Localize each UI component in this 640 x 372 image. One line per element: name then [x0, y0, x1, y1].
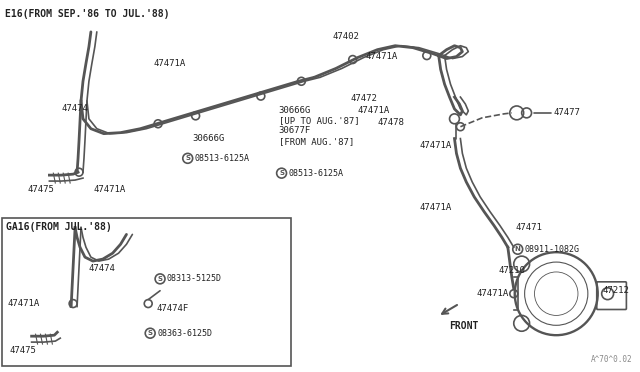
- Text: 47474F: 47474F: [156, 304, 188, 313]
- Text: 47471A: 47471A: [420, 141, 452, 150]
- Text: 47472: 47472: [351, 94, 378, 103]
- Text: 47471A: 47471A: [153, 59, 186, 68]
- Text: 08313-5125D: 08313-5125D: [167, 275, 222, 283]
- Text: FRONT: FRONT: [449, 321, 479, 331]
- Text: S: S: [148, 330, 153, 336]
- Text: 47474: 47474: [89, 264, 116, 273]
- Text: 47471A: 47471A: [476, 289, 508, 298]
- Text: A^70^0.02: A^70^0.02: [591, 355, 632, 365]
- Text: 47471: 47471: [516, 223, 543, 232]
- Text: 47478: 47478: [378, 118, 404, 127]
- Text: 47471A: 47471A: [365, 52, 398, 61]
- Text: 47402: 47402: [333, 32, 360, 41]
- Text: 08513-6125A: 08513-6125A: [195, 154, 250, 163]
- Text: S: S: [185, 155, 190, 161]
- Text: 47210: 47210: [499, 266, 526, 276]
- Text: N: N: [515, 246, 521, 252]
- Text: 30666G
[UP TO AUG.'87]
30677F
[FROM AUG.'87]: 30666G [UP TO AUG.'87] 30677F [FROM AUG.…: [278, 106, 359, 146]
- Text: 47471A: 47471A: [358, 106, 390, 115]
- Text: 47475: 47475: [28, 186, 54, 195]
- Text: 47471A: 47471A: [94, 186, 126, 195]
- Text: S: S: [279, 170, 284, 176]
- Text: 08911-1082G: 08911-1082G: [525, 245, 580, 254]
- Text: 08363-6125D: 08363-6125D: [157, 329, 212, 338]
- Text: 47212: 47212: [603, 286, 630, 295]
- Text: 30666G: 30666G: [193, 134, 225, 143]
- Text: 47475: 47475: [10, 346, 36, 355]
- Text: 47471A: 47471A: [8, 299, 40, 308]
- Text: E16(FROM SEP.'86 TO JUL.'88): E16(FROM SEP.'86 TO JUL.'88): [5, 9, 170, 19]
- Text: 47471A: 47471A: [420, 203, 452, 212]
- Text: 47474: 47474: [61, 105, 88, 113]
- Text: 08513-6125A: 08513-6125A: [289, 169, 344, 178]
- Text: S: S: [157, 276, 163, 282]
- Text: GA16(FROM JUL.'88): GA16(FROM JUL.'88): [6, 222, 111, 232]
- Text: 47477: 47477: [553, 108, 580, 118]
